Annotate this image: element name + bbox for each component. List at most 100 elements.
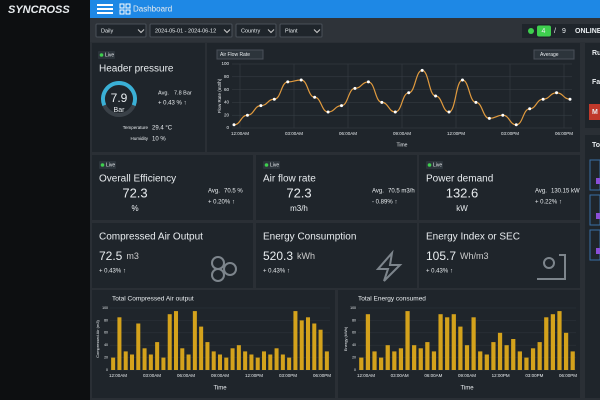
bar <box>199 326 204 370</box>
avg-label: Avg. <box>158 90 169 96</box>
card <box>92 155 253 220</box>
x-tick-label: 06:00PM <box>559 373 577 378</box>
dropdown-caret <box>267 29 275 34</box>
chart-dropdown[interactable] <box>216 49 264 60</box>
total-value: 72.5 m3 <box>99 249 139 263</box>
bar <box>243 351 248 370</box>
y-tick-label: 20 <box>224 112 230 117</box>
line-point <box>555 91 559 95</box>
total-value: 520.3 kWh <box>263 249 315 263</box>
bar <box>161 357 166 370</box>
bar <box>445 317 450 370</box>
y-tick-label: 100 <box>350 306 356 310</box>
bar <box>274 348 279 370</box>
bar <box>268 354 273 370</box>
bar <box>167 314 172 370</box>
metric-unit: % <box>131 204 138 213</box>
status-label: ONLINE <box>575 28 600 35</box>
y-tick-label: 60 <box>224 87 230 92</box>
card-title: Header pressure <box>99 64 174 75</box>
chart-selector: Air Flow Rate <box>220 52 250 58</box>
bar <box>484 354 489 370</box>
bar <box>471 317 476 370</box>
x-tick-label: 06:00AM <box>424 373 442 378</box>
top-bar <box>90 0 600 18</box>
x-tick-label: 06:00AM <box>177 373 195 378</box>
line-point <box>340 104 344 108</box>
filter-label: Daily <box>101 28 113 34</box>
gauge-value: 7.9 <box>111 91 128 105</box>
filter-dropdown[interactable] <box>95 23 147 38</box>
menu-button[interactable] <box>97 4 113 14</box>
status-separator: / <box>554 28 556 35</box>
x-tick-label: 06:00AM <box>339 131 357 136</box>
bar <box>217 354 223 370</box>
card <box>419 223 580 288</box>
filter-dropdown[interactable] <box>235 23 277 38</box>
bar <box>504 345 509 370</box>
live-dot <box>100 163 105 167</box>
side-item <box>589 159 600 191</box>
bar <box>497 332 503 370</box>
bar <box>155 342 160 370</box>
y-tick-label: 0 <box>226 125 229 130</box>
line-point <box>326 110 330 114</box>
line-point <box>272 97 276 101</box>
bar <box>305 317 311 370</box>
x-tick-label: 12:00AM <box>109 373 127 378</box>
x-tick-label: 03:00PM <box>501 131 519 136</box>
bar <box>324 351 329 370</box>
dropdown-caret <box>137 29 145 34</box>
line-point <box>313 95 317 99</box>
card-title: Compressed Air Output <box>99 232 203 243</box>
y-tick-label: 20 <box>104 356 108 360</box>
y-tick-label: 100 <box>221 61 229 66</box>
avg-value: 7.8 Bar <box>174 90 192 96</box>
humidity-value: 10 % <box>152 137 166 143</box>
total-number: 72.5 <box>99 249 123 263</box>
logo: SYNCROSS <box>8 4 70 16</box>
chart-dropdown[interactable] <box>533 49 575 60</box>
side-label: M <box>592 109 598 116</box>
humidity-label: Humidity <box>130 136 148 141</box>
metric-unit: kW <box>456 204 468 213</box>
filter-dropdown[interactable] <box>149 23 233 38</box>
live-label: Live <box>106 162 115 168</box>
live-dot <box>264 163 269 167</box>
line-point <box>460 78 464 82</box>
bar <box>464 345 470 370</box>
bar <box>148 354 153 370</box>
bar <box>142 348 147 370</box>
line-point <box>232 123 236 127</box>
card-title: Energy Index or SEC <box>426 232 520 243</box>
line-point <box>487 116 491 120</box>
page-title: Dashboard <box>133 5 172 14</box>
bar <box>570 351 575 370</box>
line-point <box>514 123 518 127</box>
x-tick-label: 03:00PM <box>279 373 297 378</box>
bar <box>123 351 128 370</box>
status-total: 9 <box>562 28 566 35</box>
bar <box>458 326 463 370</box>
total-value: 105.7 Wh/m3 <box>426 249 489 263</box>
bar <box>359 357 364 370</box>
bar <box>180 348 185 370</box>
change: - 0.89% ↑ <box>372 200 397 206</box>
live-dot <box>99 53 104 57</box>
bar <box>117 317 122 370</box>
menu-line <box>97 8 113 10</box>
card-title: Power demand <box>426 174 493 185</box>
bar <box>550 314 555 370</box>
y-tick-label: 40 <box>352 343 356 347</box>
side-label: Ru <box>592 50 600 57</box>
bar <box>478 351 483 370</box>
y-tick-label: 80 <box>104 318 108 322</box>
card-title: Air flow rate <box>263 174 316 185</box>
icon <box>211 268 225 282</box>
filter-dropdown[interactable] <box>279 23 323 38</box>
x-tick-label: 12:00PM <box>492 373 510 378</box>
dropdown-caret <box>313 29 321 34</box>
line-point <box>528 107 532 111</box>
bar <box>211 351 216 370</box>
line-point <box>474 100 478 104</box>
